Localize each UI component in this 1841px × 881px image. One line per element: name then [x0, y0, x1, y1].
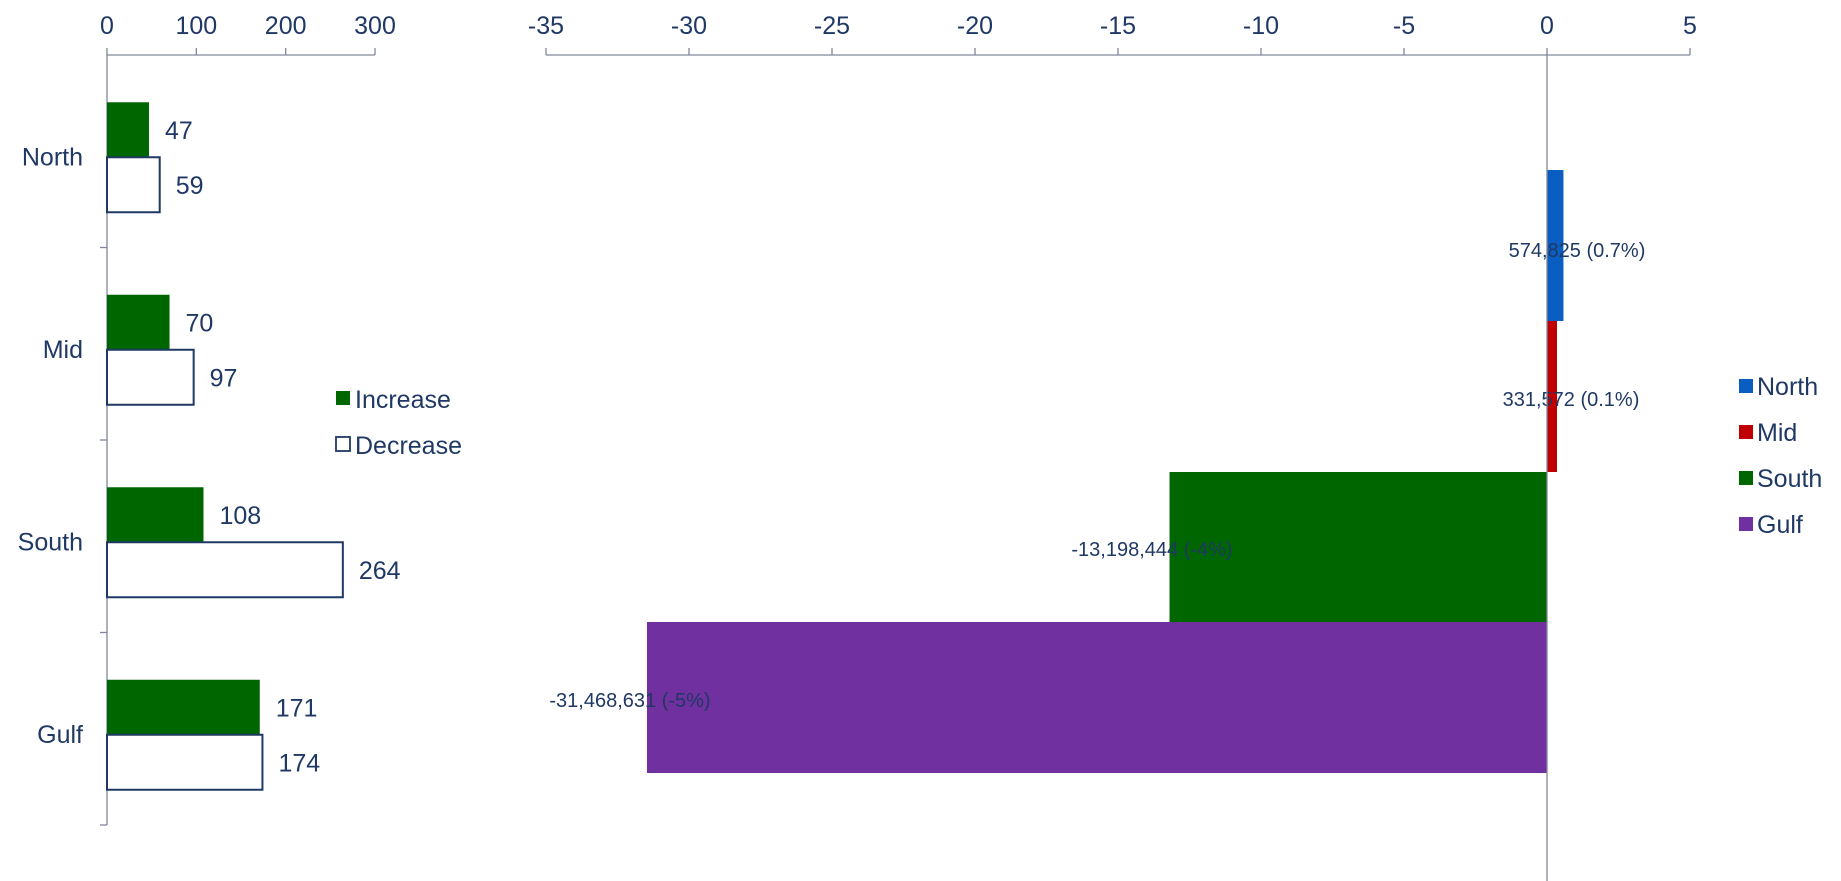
data-label-decrease-mid: 97	[210, 364, 238, 392]
data-label-mid: 331,572 (0.1%)	[1503, 389, 1640, 411]
bar-north	[1547, 170, 1564, 321]
legend-swatch-gulf	[1739, 517, 1753, 531]
data-label-decrease-north: 59	[176, 172, 204, 200]
data-label-decrease-south: 264	[359, 557, 401, 585]
bar-decrease-mid	[106, 348, 195, 406]
data-label-north: 574,825 (0.7%)	[1509, 240, 1646, 262]
bar-gulf	[646, 622, 1547, 773]
right-x-tick-label: -10	[1243, 12, 1279, 40]
right-chart: -35 -30 -25 -20 -15 -10 -5 0 5 574,825 (0.7%) 331,…	[528, 12, 1822, 881]
data-label-increase-mid: 70	[186, 309, 214, 337]
left-category-label-south: South	[18, 528, 83, 556]
data-label-decrease-gulf: 174	[278, 749, 320, 777]
legend-label-south: South	[1757, 465, 1822, 493]
bar-decrease-south	[106, 541, 344, 599]
legend-swatch-increase	[336, 391, 350, 405]
bar-increase-mid	[107, 294, 170, 350]
bar-increase-north	[107, 102, 149, 158]
right-x-tick-label: -25	[814, 12, 850, 40]
bar-decrease-gulf	[106, 733, 264, 791]
right-x-tick-label: -20	[957, 12, 993, 40]
bar-decrease-north	[106, 156, 161, 214]
data-label-increase-gulf: 171	[276, 694, 318, 722]
bar-mid	[1547, 321, 1557, 472]
left-x-tick-label: 200	[265, 12, 307, 40]
legend-label-increase: Increase	[355, 386, 451, 414]
right-x-tick-label: -15	[1100, 12, 1136, 40]
legend-swatch-south	[1739, 471, 1753, 485]
left-x-tick-label: 0	[100, 12, 114, 40]
legend-label-gulf: Gulf	[1757, 511, 1803, 539]
data-label-south: -13,198,444 (-4%)	[1071, 539, 1232, 561]
left-x-tick-label: 300	[354, 12, 396, 40]
legend-label-decrease: Decrease	[355, 432, 462, 460]
right-x-tick-label: -30	[671, 12, 707, 40]
legend-swatch-decrease	[335, 436, 351, 452]
right-x-tick-label: 5	[1683, 12, 1697, 40]
data-label-increase-north: 47	[165, 117, 193, 145]
legend-label-mid: Mid	[1757, 419, 1797, 447]
legend-swatch-mid	[1739, 425, 1753, 439]
data-label-increase-south: 108	[219, 502, 261, 530]
legend-swatch-north	[1739, 379, 1753, 393]
bar-south	[1169, 472, 1547, 622]
bar-increase-south	[107, 487, 204, 543]
left-category-label-mid: Mid	[43, 336, 83, 364]
right-x-tick-label: 0	[1540, 12, 1554, 40]
data-label-gulf: -31,468,631 (-5%)	[549, 690, 710, 712]
right-x-tick-label: -5	[1393, 12, 1415, 40]
bar-increase-gulf	[107, 679, 260, 735]
left-category-label-north: North	[22, 143, 83, 171]
legend-label-north: North	[1757, 373, 1818, 401]
left-chart: 0 100 200 300 North 47 59 Mid 70 97 South 108 264 Gul…	[18, 12, 462, 826]
left-x-tick-label: 100	[175, 12, 217, 40]
left-category-label-gulf: Gulf	[37, 721, 83, 749]
right-x-tick-label: -35	[528, 12, 564, 40]
